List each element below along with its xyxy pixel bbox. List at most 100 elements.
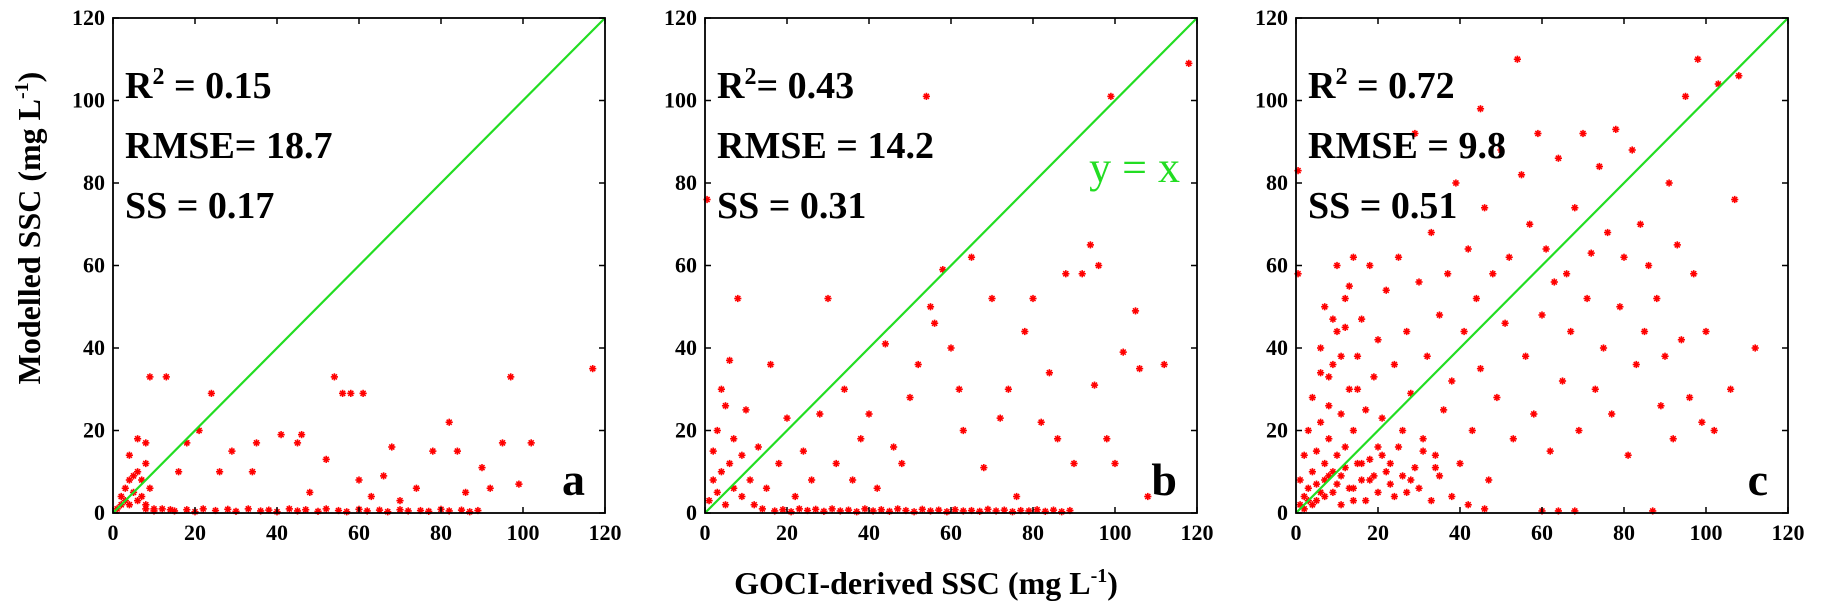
data-point xyxy=(1119,348,1127,356)
y-tick-label: 40 xyxy=(675,335,697,360)
data-point xyxy=(1333,327,1341,336)
data-point xyxy=(1090,381,1099,389)
data-point xyxy=(955,385,963,393)
data-point xyxy=(1423,352,1431,360)
data-point xyxy=(1435,472,1444,480)
data-point xyxy=(1751,344,1759,352)
data-point xyxy=(926,303,935,311)
data-point xyxy=(146,373,154,381)
data-point xyxy=(943,508,951,516)
data-point xyxy=(1464,245,1472,253)
data-point xyxy=(721,501,730,509)
data-point xyxy=(1362,406,1370,414)
data-point xyxy=(857,435,865,443)
data-point xyxy=(1464,501,1472,509)
data-point xyxy=(330,373,338,381)
data-point xyxy=(1612,125,1620,133)
ss-label: SS = 0.17 xyxy=(125,185,274,227)
data-point xyxy=(779,506,787,514)
data-point xyxy=(1645,261,1653,270)
data-point xyxy=(1374,488,1382,496)
data-point xyxy=(527,439,535,447)
data-point xyxy=(1037,418,1045,426)
data-point xyxy=(1501,319,1509,327)
data-point xyxy=(1341,323,1349,331)
data-point xyxy=(1411,464,1419,472)
data-point xyxy=(1329,315,1337,323)
data-point xyxy=(914,360,922,369)
x-tick-label: 80 xyxy=(430,520,452,545)
data-point xyxy=(988,294,996,303)
data-point xyxy=(799,447,807,455)
data-point xyxy=(1431,451,1439,459)
data-point xyxy=(1616,303,1624,311)
data-point xyxy=(1632,360,1640,369)
data-point xyxy=(134,435,142,443)
rmse-label: RMSE = 14.2 xyxy=(717,125,934,167)
data-point xyxy=(1558,377,1567,385)
data-point xyxy=(1419,447,1427,455)
data-point xyxy=(1407,476,1415,484)
data-point xyxy=(1300,451,1308,459)
data-point xyxy=(738,492,746,501)
data-point xyxy=(1735,72,1743,80)
data-point xyxy=(1702,327,1710,336)
r2-label: R2 = 0.15 xyxy=(125,64,272,107)
y-tick-label: 60 xyxy=(1266,253,1288,278)
data-point xyxy=(1374,336,1382,344)
data-point xyxy=(1333,451,1341,459)
data-point xyxy=(277,431,285,439)
data-point xyxy=(1456,459,1464,468)
data-point xyxy=(967,253,976,261)
rmse-label: RMSE= 18.7 xyxy=(125,125,332,167)
data-point xyxy=(1517,171,1526,179)
data-point xyxy=(1677,336,1685,344)
x-tick-label: 80 xyxy=(1022,520,1044,545)
x-tick-label: 20 xyxy=(1367,520,1389,545)
identity-line xyxy=(1295,17,1789,514)
data-point xyxy=(1358,315,1366,323)
data-point xyxy=(1362,497,1370,505)
data-point xyxy=(1595,162,1603,171)
data-point xyxy=(1045,369,1053,377)
data-point xyxy=(775,459,783,468)
data-point xyxy=(795,505,803,513)
data-point xyxy=(1304,426,1312,435)
x-tick-label: 20 xyxy=(184,520,206,545)
data-point xyxy=(1049,506,1058,514)
data-point xyxy=(1386,459,1394,468)
x-tick-label: 120 xyxy=(1181,520,1214,545)
y-axis-title: Modelled SSC (mg L-1) xyxy=(11,72,47,385)
data-point xyxy=(1131,307,1140,315)
x-tick-label: 40 xyxy=(266,520,288,545)
data-point xyxy=(1444,270,1452,278)
x-tick-label: 20 xyxy=(776,520,798,545)
data-point xyxy=(1476,365,1485,373)
data-point xyxy=(1661,352,1669,360)
data-point xyxy=(515,480,523,488)
data-point xyxy=(1086,241,1094,249)
data-point xyxy=(890,443,898,451)
data-point xyxy=(1563,270,1571,278)
data-point xyxy=(1448,492,1456,501)
x-tick-label: 100 xyxy=(1690,520,1723,545)
data-point xyxy=(306,488,314,496)
data-point xyxy=(935,506,943,514)
panel-letter: b xyxy=(1151,454,1177,505)
data-point xyxy=(1337,410,1345,418)
data-point xyxy=(787,508,795,516)
data-point xyxy=(1399,426,1407,435)
data-point xyxy=(1337,472,1345,480)
data-point xyxy=(816,410,824,418)
y-tick-label: 0 xyxy=(686,500,697,525)
data-point xyxy=(1468,426,1476,435)
data-point xyxy=(1008,508,1017,516)
data-point xyxy=(1636,220,1644,228)
data-point xyxy=(1538,311,1546,319)
data-point xyxy=(359,389,367,397)
data-point xyxy=(1686,393,1694,402)
data-point xyxy=(713,426,721,435)
scatter-points xyxy=(1294,55,1759,515)
data-point xyxy=(1111,459,1119,468)
data-point xyxy=(199,505,207,513)
